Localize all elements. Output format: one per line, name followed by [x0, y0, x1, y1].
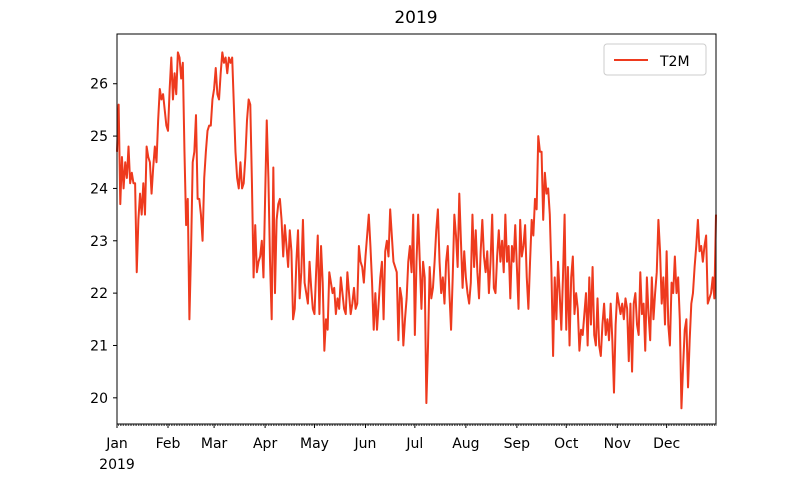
x-tick-label: Mar	[201, 436, 228, 452]
y-tick-label: 20	[90, 391, 108, 407]
series-line-t2m	[116, 51, 717, 410]
x-tick-label: Feb	[156, 436, 181, 452]
y-tick-label: 21	[90, 338, 108, 354]
series-layer	[116, 51, 717, 410]
y-tick-label: 24	[90, 181, 108, 197]
y-tick-label: 26	[90, 77, 108, 93]
y-tick-label: 22	[90, 286, 108, 302]
x-year-label: 2019	[99, 457, 135, 473]
chart-title: 2019	[394, 8, 437, 28]
x-tick-label: Apr	[253, 436, 277, 452]
legend-label: T2M	[659, 54, 690, 70]
y-tick-label: 25	[90, 129, 108, 145]
x-tick-label: Jul	[405, 436, 423, 452]
legend: T2M	[603, 43, 707, 76]
y-tick-label: 23	[90, 234, 108, 250]
y-axis: 20 21 22 23 24 25 26	[90, 77, 117, 407]
x-tick-label: Jan	[105, 436, 128, 452]
x-tick-label: Oct	[554, 436, 579, 452]
plot-frame	[116, 33, 717, 425]
plot-area	[117, 34, 716, 424]
x-tick-label: Nov	[604, 436, 631, 452]
legend-box	[603, 43, 707, 76]
x-tick-label: May	[300, 436, 329, 452]
x-tick-label: Jun	[354, 436, 377, 452]
x-tick-label: Dec	[653, 436, 680, 452]
x-tick-label: Aug	[452, 436, 479, 452]
x-tick-label: Sep	[504, 436, 531, 452]
